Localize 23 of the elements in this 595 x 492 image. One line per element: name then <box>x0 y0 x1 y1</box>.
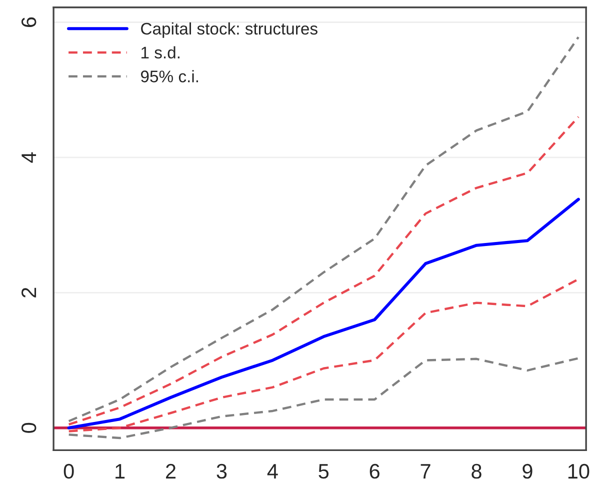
x-tick-label: 1 <box>116 464 125 478</box>
x-tick-label: 5 <box>318 464 329 479</box>
line-series <box>68 36 580 422</box>
x-tick-label: 6 <box>370 464 380 479</box>
x-tick-label: 7 <box>420 464 430 478</box>
line-series <box>68 278 580 432</box>
x-tick-label: 2 <box>166 464 176 478</box>
line-series <box>67 198 580 430</box>
y-tick-label: 0 <box>21 422 36 433</box>
legend-label: 95% c.i. <box>141 70 198 82</box>
line-series <box>68 116 580 426</box>
x-tick-label: 9 <box>522 464 532 479</box>
x-tick-label: 0 <box>64 464 74 479</box>
y-tick-label: 6 <box>21 17 36 27</box>
line-series <box>68 357 580 440</box>
y-tick-label: 2 <box>21 288 36 298</box>
x-tick-label: 4 <box>267 464 278 478</box>
x-tick-label: 3 <box>216 464 227 479</box>
legend-label: Capital stock: structures <box>141 22 318 38</box>
x-tick-label: 10 <box>568 464 590 479</box>
legend-label: 1 s.d. <box>141 46 180 58</box>
y-tick-label: 4 <box>22 152 36 163</box>
x-tick-label: 8 <box>472 464 482 479</box>
